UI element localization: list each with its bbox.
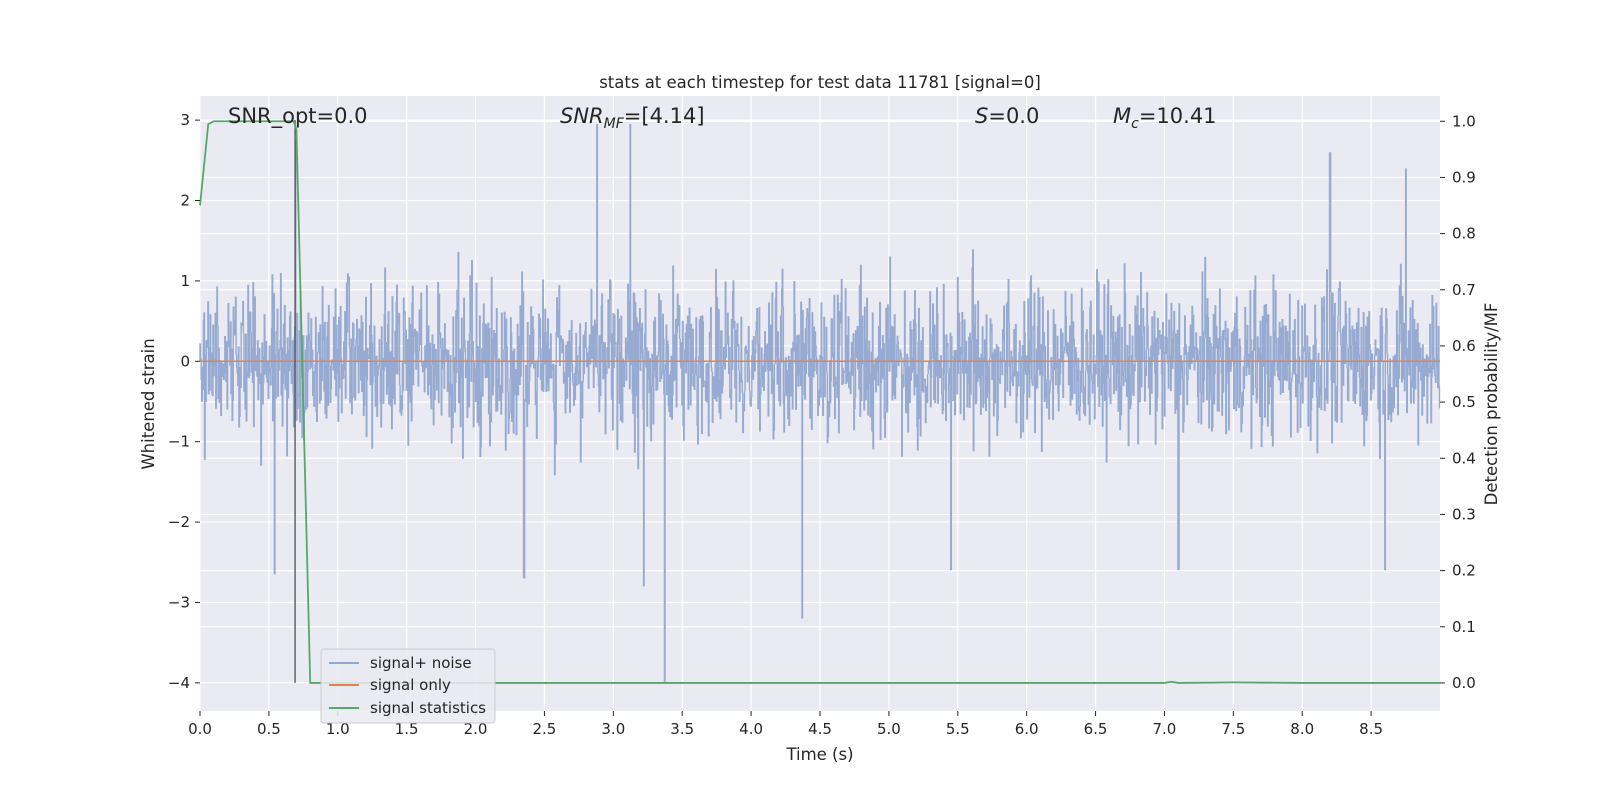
x-tick-label-8: 4.0 xyxy=(739,720,763,738)
y-tick-label-7: 3 xyxy=(180,111,190,129)
y2-tick-label-8: 0.8 xyxy=(1452,225,1476,243)
y2-tick-label-0: 0.0 xyxy=(1452,674,1476,692)
x-tick-label-11: 5.5 xyxy=(946,720,970,738)
ticks: 0.0 0.5 1.0 1.5 2.0 2.5 3.0 3.5 4.0 4.5 5.0 5.5 6.0 6… xyxy=(168,111,1476,738)
y-tick-label-2: −2 xyxy=(168,513,190,531)
annotation-snr-mf-sub: MF xyxy=(604,116,625,132)
y2-tick-label-6: 0.6 xyxy=(1452,337,1476,355)
y-tick-label-1: −3 xyxy=(168,593,190,611)
legend-box xyxy=(320,648,496,724)
y2-tick-label-5: 0.5 xyxy=(1452,393,1476,411)
chart-title: stats at each timestep for test data 117… xyxy=(599,73,1041,92)
x-tick-label-5: 2.5 xyxy=(533,720,557,738)
x-tick-label-4: 2.0 xyxy=(464,720,488,738)
annotation-mc-value: =10.41 xyxy=(1139,104,1217,128)
x-tick-label-17: 8.5 xyxy=(1359,720,1383,738)
x-tick-label-13: 6.5 xyxy=(1084,720,1108,738)
legend-label-signal-only: signal only xyxy=(370,676,451,694)
x-tick-label-15: 7.5 xyxy=(1221,720,1245,738)
y2-tick-label-3: 0.3 xyxy=(1452,505,1476,523)
x-tick-label-10: 5.0 xyxy=(877,720,901,738)
annotation-s: S=0.0 xyxy=(975,104,1039,128)
legend: signal+ noise signal only signal statist… xyxy=(320,648,496,724)
annotation-mc-sub: c xyxy=(1131,116,1139,132)
x-tick-label-14: 7.0 xyxy=(1153,720,1177,738)
y-tick-label-6: 2 xyxy=(180,192,190,210)
y-tick-label-4: 0 xyxy=(180,352,190,370)
y-axis-label: Whitened strain xyxy=(139,338,158,469)
series-signal-statistics-line xyxy=(199,120,1440,684)
x-tick-label-3: 1.5 xyxy=(395,720,419,738)
x-tick-label-9: 4.5 xyxy=(808,720,832,738)
y2-tick-label-1: 0.1 xyxy=(1452,618,1476,636)
annotation-snr-mf-prefix: SNR xyxy=(560,104,604,128)
annotation-snr-mf: SNRMF=[4.14] xyxy=(560,104,705,132)
annotation-snr-mf-value: =[4.14] xyxy=(624,104,705,128)
y2-axis-label: Detection probability/MF xyxy=(1482,303,1501,506)
y-tick-label-3: −1 xyxy=(168,433,190,451)
x-tick-label-12: 6.0 xyxy=(1015,720,1039,738)
series-layer xyxy=(199,120,1440,684)
annotation-snr-opt: SNR_opt=0.0 xyxy=(228,104,368,129)
legend-label-signal-plus-noise: signal+ noise xyxy=(370,654,472,672)
annotation-s-value: =0.0 xyxy=(988,104,1039,128)
x-tick-label-0: 0.0 xyxy=(188,720,212,738)
annotation-s-label: S xyxy=(975,104,988,128)
y2-tick-label-7: 0.7 xyxy=(1452,281,1476,299)
x-tick-label-1: 0.5 xyxy=(257,720,281,738)
y2-tick-label-4: 0.4 xyxy=(1452,449,1476,467)
x-tick-label-7: 3.5 xyxy=(670,720,694,738)
x-axis-label: Time (s) xyxy=(785,745,853,764)
y2-tick-label-9: 0.9 xyxy=(1452,168,1476,186)
x-tick-label-6: 3.0 xyxy=(601,720,625,738)
y2-tick-label-2: 0.2 xyxy=(1452,562,1476,580)
legend-label-signal-statistics: signal statistics xyxy=(370,699,486,717)
y-tick-label-5: 1 xyxy=(180,272,190,290)
annotation-mc-label: M xyxy=(1113,104,1131,128)
x-tick-label-16: 8.0 xyxy=(1290,720,1314,738)
y-tick-label-0: −4 xyxy=(168,674,190,692)
y2-tick-label-10: 1.0 xyxy=(1452,112,1476,130)
x-tick-label-2: 1.0 xyxy=(326,720,350,738)
annotation-snr-opt-text: SNR_opt=0.0 xyxy=(228,104,368,129)
annotation-mc: Mc=10.41 xyxy=(1113,104,1217,132)
